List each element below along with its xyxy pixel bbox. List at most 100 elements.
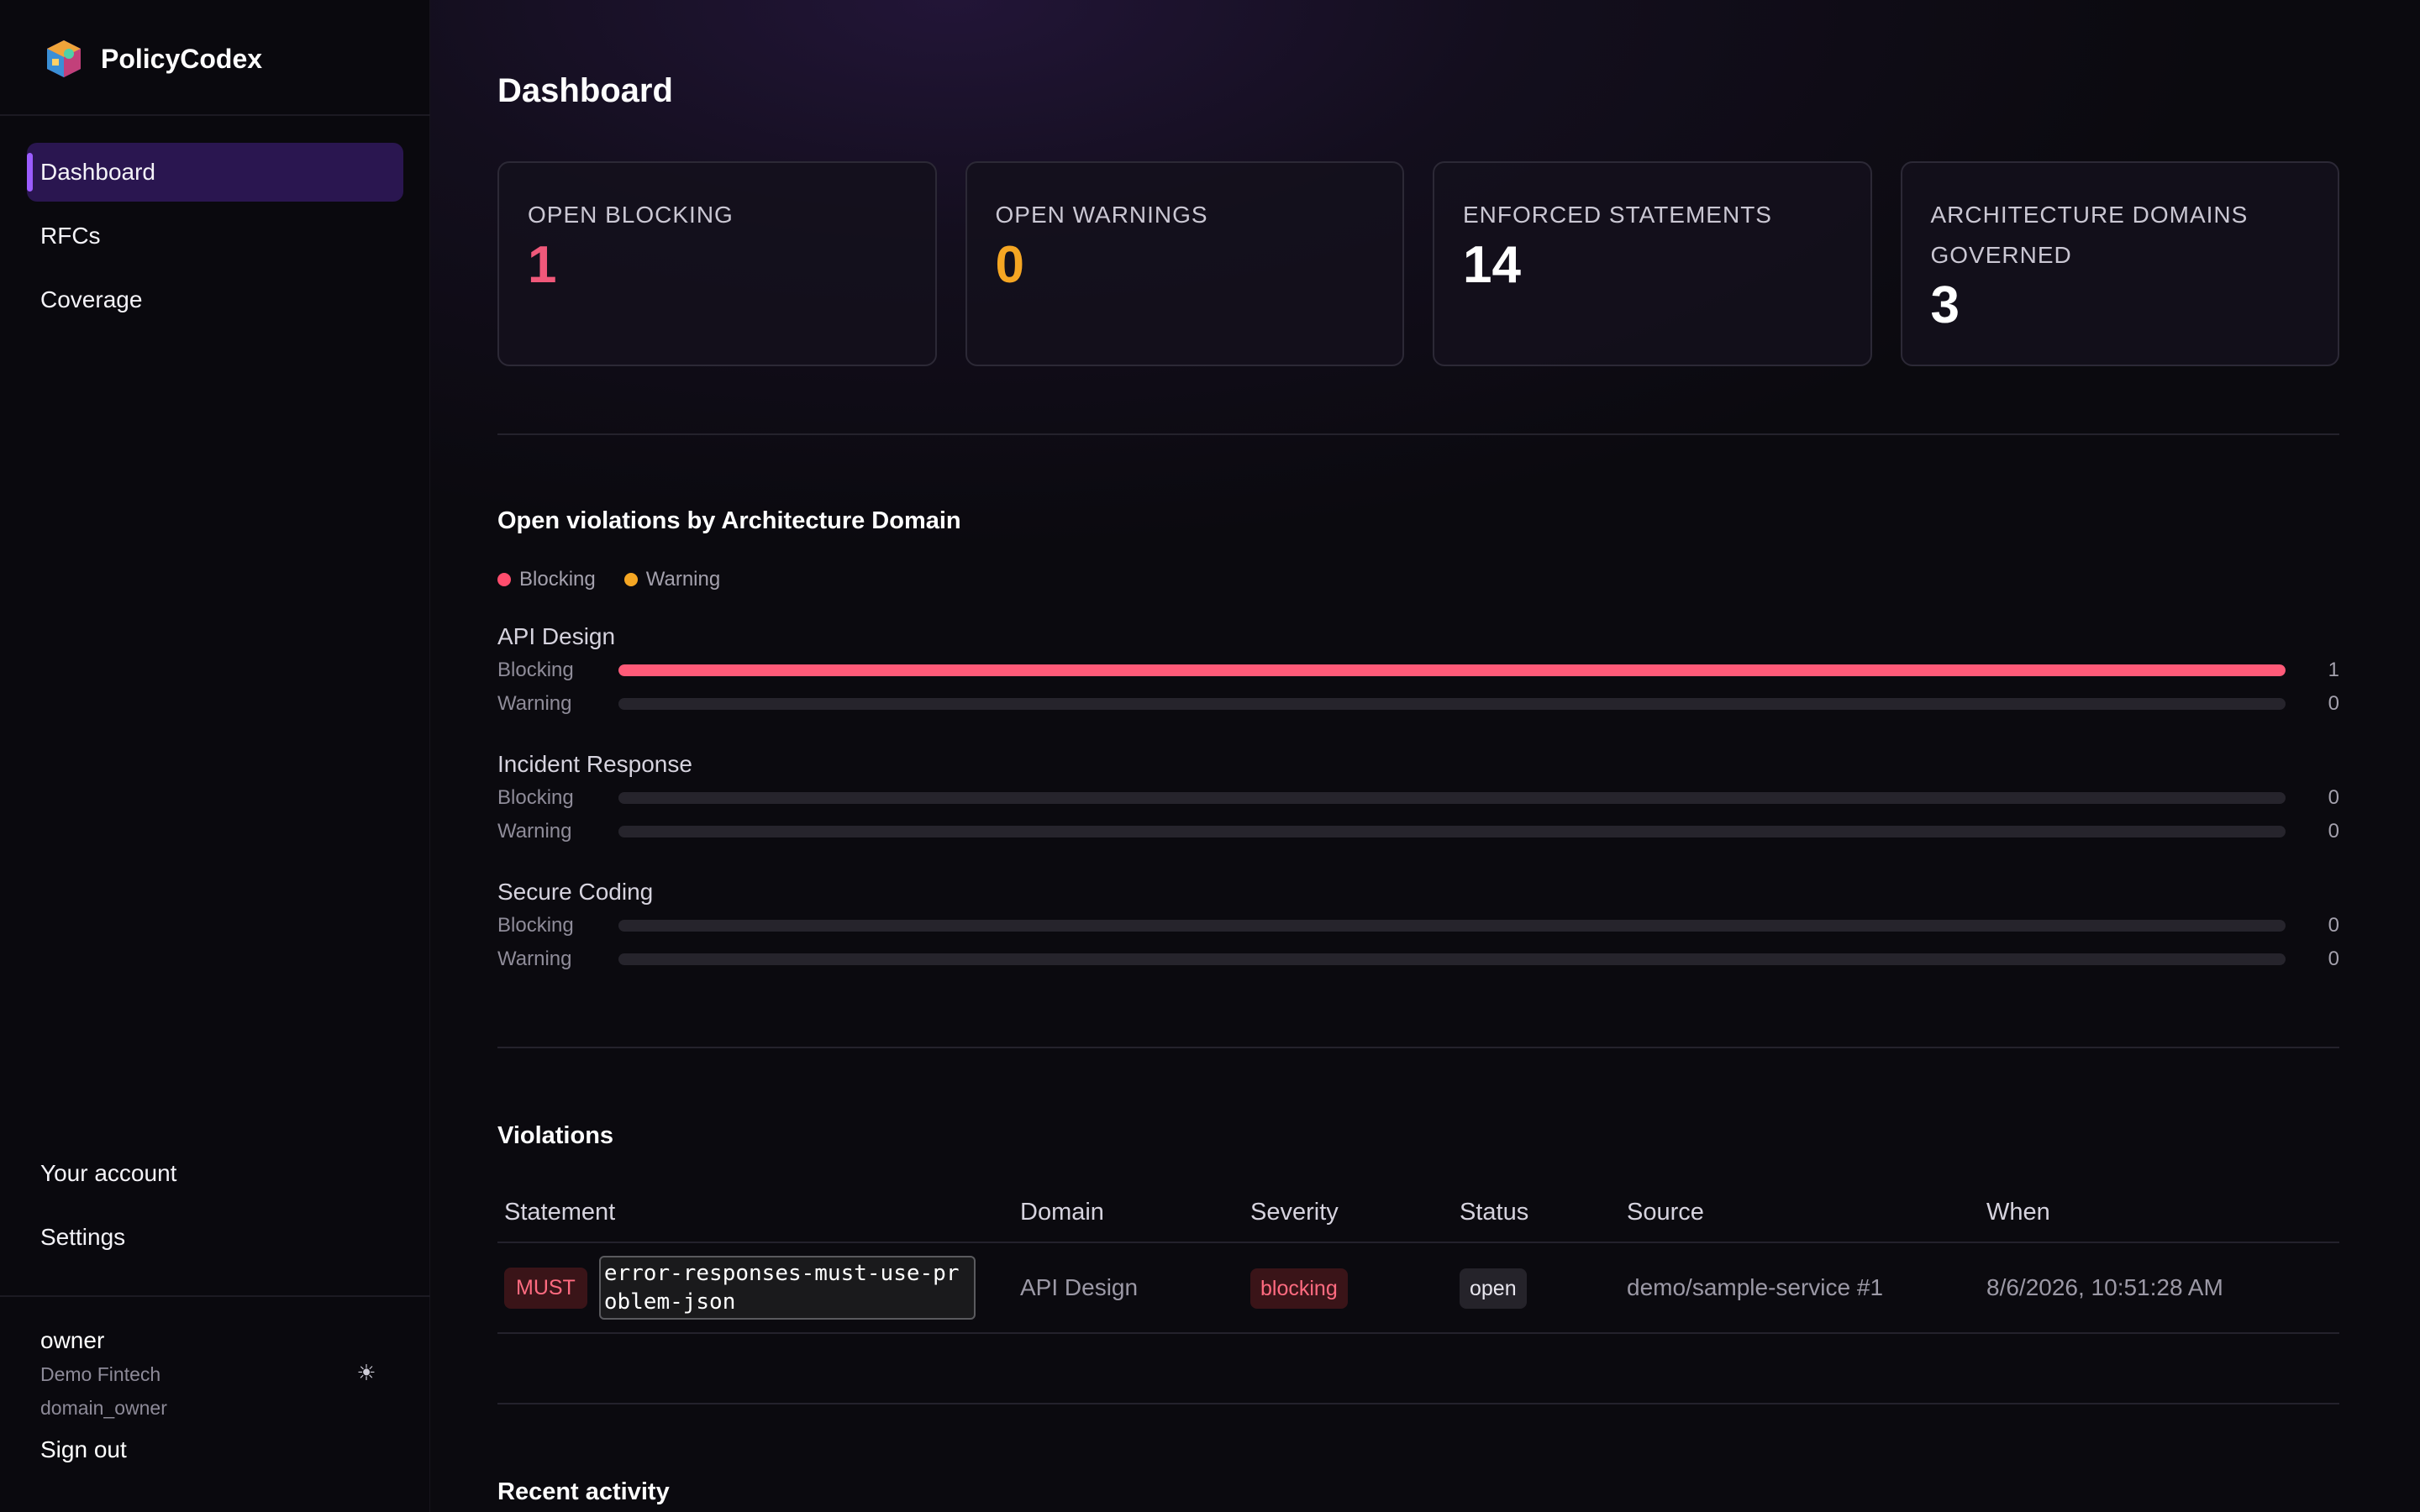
severity-cell: blocking <box>1250 1268 1460 1309</box>
violations-title: Violations <box>497 1122 614 1149</box>
user-name: owner <box>40 1327 105 1353</box>
legend-label: Blocking <box>519 568 596 591</box>
bar-track <box>618 698 2286 710</box>
stat-card-open-blocking: OPEN BLOCKING 1 <box>497 161 937 366</box>
legend-item-warning: Warning <box>623 568 721 591</box>
stat-value: 0 <box>995 236 1024 294</box>
sidebar-divider-bottom <box>0 1295 430 1297</box>
column-header-severity[interactable]: Severity <box>1250 1198 1339 1226</box>
domain-cell: API Design <box>1020 1274 1139 1300</box>
bar-count: 0 <box>2328 948 2339 970</box>
bar-count: 0 <box>2328 914 2339 937</box>
column-header-source[interactable]: Source <box>1627 1198 1704 1226</box>
bar-track <box>618 792 2286 804</box>
legend-dot-blocking <box>497 573 511 586</box>
bar-track <box>618 826 2286 837</box>
bar-track <box>618 953 2286 965</box>
stat-label: OPEN BLOCKING <box>528 202 734 228</box>
nav-item-dashboard[interactable]: Dashboard <box>27 143 403 202</box>
column-header-status[interactable]: Status <box>1460 1198 1529 1226</box>
nav-item-your-account[interactable]: Your account <box>27 1144 403 1203</box>
sidebar: PolicyCodex Dashboard RFCs Coverage Your… <box>0 0 430 1512</box>
domain-bar-chart: API Design Blocking 1 Warning 0 Incident Resp… <box>497 620 2339 1003</box>
statement-cell: MUST error-responses-must-use-problem-js… <box>497 1256 1020 1320</box>
stat-value: 14 <box>1463 236 1521 294</box>
bar-row: Blocking 1 <box>497 654 2339 687</box>
nav-item-settings[interactable]: Settings <box>27 1208 403 1267</box>
domain-chart-title: Open violations by Architecture Domain <box>497 507 961 534</box>
source-link[interactable]: demo/sample-service #1 <box>1627 1274 1884 1300</box>
nav-item-label: Settings <box>40 1224 126 1250</box>
domain-name: Secure Coding <box>497 879 654 905</box>
legend-label: Warning <box>645 568 721 591</box>
section-divider <box>497 1403 2339 1404</box>
nav-item-label: Dashboard <box>40 159 155 185</box>
section-divider <box>497 433 2339 435</box>
nav-item-coverage[interactable]: Coverage <box>27 270 403 329</box>
table-header: Statement Domain Severity Status Source … <box>497 1183 2339 1243</box>
domain-group: Secure Coding Blocking 0 Warning 0 <box>497 875 2339 1003</box>
bar-track <box>618 920 2286 932</box>
bar-label: Warning <box>497 948 572 970</box>
stat-card-enforced-statements: ENFORCED STATEMENTS 14 <box>1433 161 1872 366</box>
nav-item-label: Your account <box>40 1160 177 1186</box>
recent-activity-title: Recent activity <box>497 1478 670 1505</box>
stat-card-domains-governed: ARCHITECTURE DOMAINS GOVERNED 3 <box>1900 161 2339 366</box>
stat-card-open-warnings: OPEN WARNINGS 0 <box>965 161 1404 366</box>
column-header-domain[interactable]: Domain <box>1020 1198 1104 1226</box>
legend-dot-warning <box>623 573 638 586</box>
bar-label: Warning <box>497 692 572 715</box>
bar-count: 0 <box>2328 786 2339 809</box>
sun-icon[interactable]: ☀ <box>356 1360 376 1385</box>
bar-row: Warning 0 <box>497 815 2339 848</box>
domain-name: Incident Response <box>497 751 692 777</box>
stat-cards: OPEN BLOCKING 1 OPEN WARNINGS 0 ENFORCED… <box>497 161 2339 366</box>
bar-row: Warning 0 <box>497 942 2339 976</box>
statement-code[interactable]: error-responses-must-use-problem-json <box>598 1256 976 1320</box>
sign-out-button[interactable]: Sign out <box>40 1436 127 1462</box>
bar-label: Blocking <box>497 659 574 681</box>
cube-logo-icon <box>47 40 81 77</box>
bar-row: Blocking 0 <box>497 781 2339 815</box>
domain-group: Incident Response Blocking 0 Warning 0 <box>497 748 2339 875</box>
stat-label: ARCHITECTURE DOMAINS GOVERNED <box>1930 202 2249 268</box>
chart-legend: Blocking Warning <box>497 568 720 591</box>
bar-fill <box>618 664 2286 676</box>
bar-count: 1 <box>2328 659 2339 681</box>
main-content: Dashboard OPEN BLOCKING 1 OPEN WARNINGS … <box>430 0 2420 1512</box>
bar-label: Warning <box>497 820 572 843</box>
section-divider <box>497 1047 2339 1048</box>
domain-group: API Design Blocking 1 Warning 0 <box>497 620 2339 748</box>
stat-value: 3 <box>1930 276 1960 334</box>
table-row[interactable]: MUST error-responses-must-use-problem-js… <box>497 1243 2339 1334</box>
column-header-statement[interactable]: Statement <box>504 1198 616 1226</box>
sidebar-divider <box>0 114 430 116</box>
user-org: Demo Fintech <box>40 1363 161 1385</box>
status-cell: open <box>1460 1268 1627 1309</box>
nav-item-label: Coverage <box>40 286 143 312</box>
severity-badge: blocking <box>1250 1268 1348 1309</box>
violations-table: Statement Domain Severity Status Source … <box>497 1183 2339 1334</box>
legend-item-blocking: Blocking <box>497 568 596 591</box>
stat-label: ENFORCED STATEMENTS <box>1463 202 1772 228</box>
bar-count: 0 <box>2328 692 2339 715</box>
main-nav: Dashboard RFCs Coverage <box>27 143 403 334</box>
status-badge: open <box>1460 1268 1527 1309</box>
brand-name: PolicyCodex <box>101 43 263 74</box>
bar-count: 0 <box>2328 820 2339 843</box>
bar-row: Blocking 0 <box>497 909 2339 942</box>
page-title: Dashboard <box>497 72 673 109</box>
bottom-nav: Your account Settings <box>27 1144 403 1272</box>
column-header-when[interactable]: When <box>1986 1198 2050 1226</box>
bar-track <box>618 664 2286 676</box>
user-info: owner Demo Fintech domain_owner <box>40 1324 393 1425</box>
level-badge: MUST <box>504 1267 587 1309</box>
nav-item-rfcs[interactable]: RFCs <box>27 207 403 265</box>
domain-name: API Design <box>497 623 616 649</box>
stat-value: 1 <box>528 236 557 294</box>
bar-label: Blocking <box>497 914 574 937</box>
stat-label: OPEN WARNINGS <box>995 202 1208 228</box>
bar-label: Blocking <box>497 786 574 809</box>
brand[interactable]: PolicyCodex <box>42 34 262 84</box>
